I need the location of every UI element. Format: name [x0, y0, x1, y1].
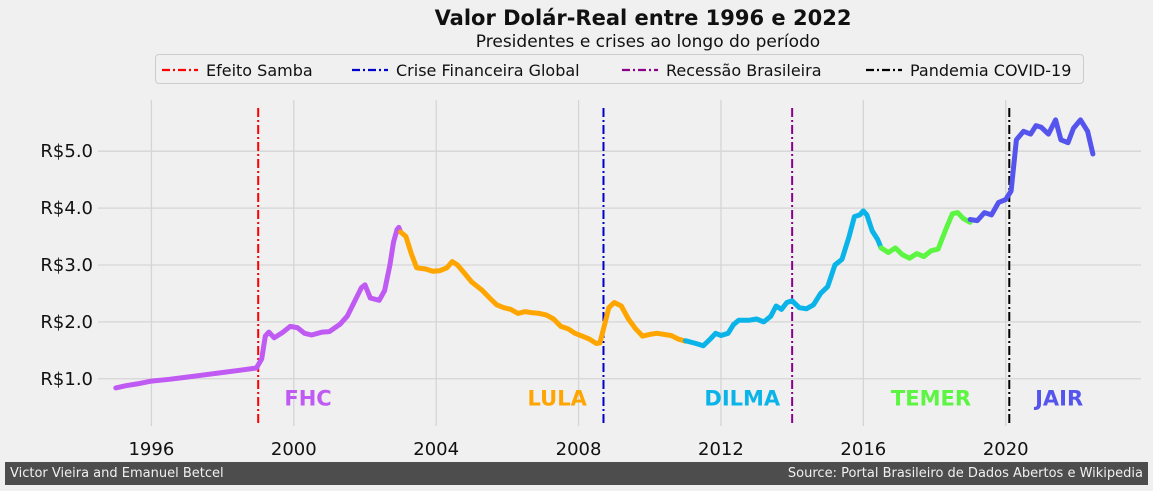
president-annotations: FHC LULA DILMA TEMER JAIR — [284, 387, 1083, 411]
legend-item-efeito-samba: Efeito Samba — [162, 59, 313, 81]
legend-label: Efeito Samba — [206, 60, 313, 80]
annotation-label: TEMER — [891, 387, 971, 411]
reference-lines — [257, 108, 1011, 426]
footer-bar: Victor Vieira and Emanuel Betcel Source:… — [5, 462, 1148, 485]
chart-subtitle: Presidentes e crises ao longo do período — [475, 32, 821, 52]
annotation-label: LULA — [528, 387, 588, 411]
legend: Efeito Samba Crise Financeira Global Rec… — [155, 54, 1084, 84]
legend-label: Crise Financeira Global — [396, 60, 580, 80]
y-tick-label: R$1.0 — [40, 369, 93, 390]
x-tick-label: 2004 — [413, 439, 459, 460]
legend-swatch-crise-financeira — [352, 68, 388, 72]
legend-label: Pandemia COVID-19 — [910, 60, 1072, 80]
series-line — [398, 229, 688, 346]
series-line — [682, 208, 884, 349]
y-tick-label: R$2.0 — [40, 312, 93, 333]
legend-label: Recessão Brasileira — [666, 60, 822, 80]
legend-swatch-recessao — [622, 68, 658, 72]
x-tick-label: 2016 — [840, 439, 886, 460]
footer-credits: Victor Vieira and Emanuel Betcel — [10, 466, 224, 481]
y-tick-label: R$5.0 — [40, 141, 93, 162]
x-tick-label: 1996 — [128, 439, 174, 460]
grid — [98, 100, 1141, 426]
annotation-label: DILMA — [704, 387, 781, 411]
footer-source: Source: Portal Brasileiro de Dados Abert… — [787, 466, 1143, 481]
legend-swatch-pandemia — [866, 68, 902, 72]
legend-swatch-efeito-samba — [162, 68, 198, 72]
x-tick-label: 2012 — [698, 439, 744, 460]
x-tick-label: 2020 — [983, 439, 1029, 460]
series-line — [878, 210, 973, 261]
series-line — [967, 117, 1096, 224]
series-line — [113, 224, 404, 391]
y-tick-label: R$4.0 — [40, 198, 93, 219]
x-tick-label: 2008 — [556, 439, 602, 460]
chart-title: Valor Dolár-Real entre 1996 e 2022 — [434, 6, 852, 30]
legend-item-crise-financeira: Crise Financeira Global — [352, 59, 580, 81]
x-tick-label: 2000 — [271, 439, 317, 460]
legend-item-recessao: Recessão Brasileira — [622, 59, 822, 81]
annotation-label: FHC — [284, 387, 331, 411]
axis-ticks: 1996 2000 2004 2008 2012 2016 2020 R$1.0 R$2.0 R$… — [40, 141, 1028, 460]
legend-item-pandemia: Pandemia COVID-19 — [866, 59, 1071, 81]
y-tick-label: R$3.0 — [40, 255, 93, 276]
annotation-label: JAIR — [1033, 387, 1083, 411]
series-lines — [113, 117, 1096, 391]
